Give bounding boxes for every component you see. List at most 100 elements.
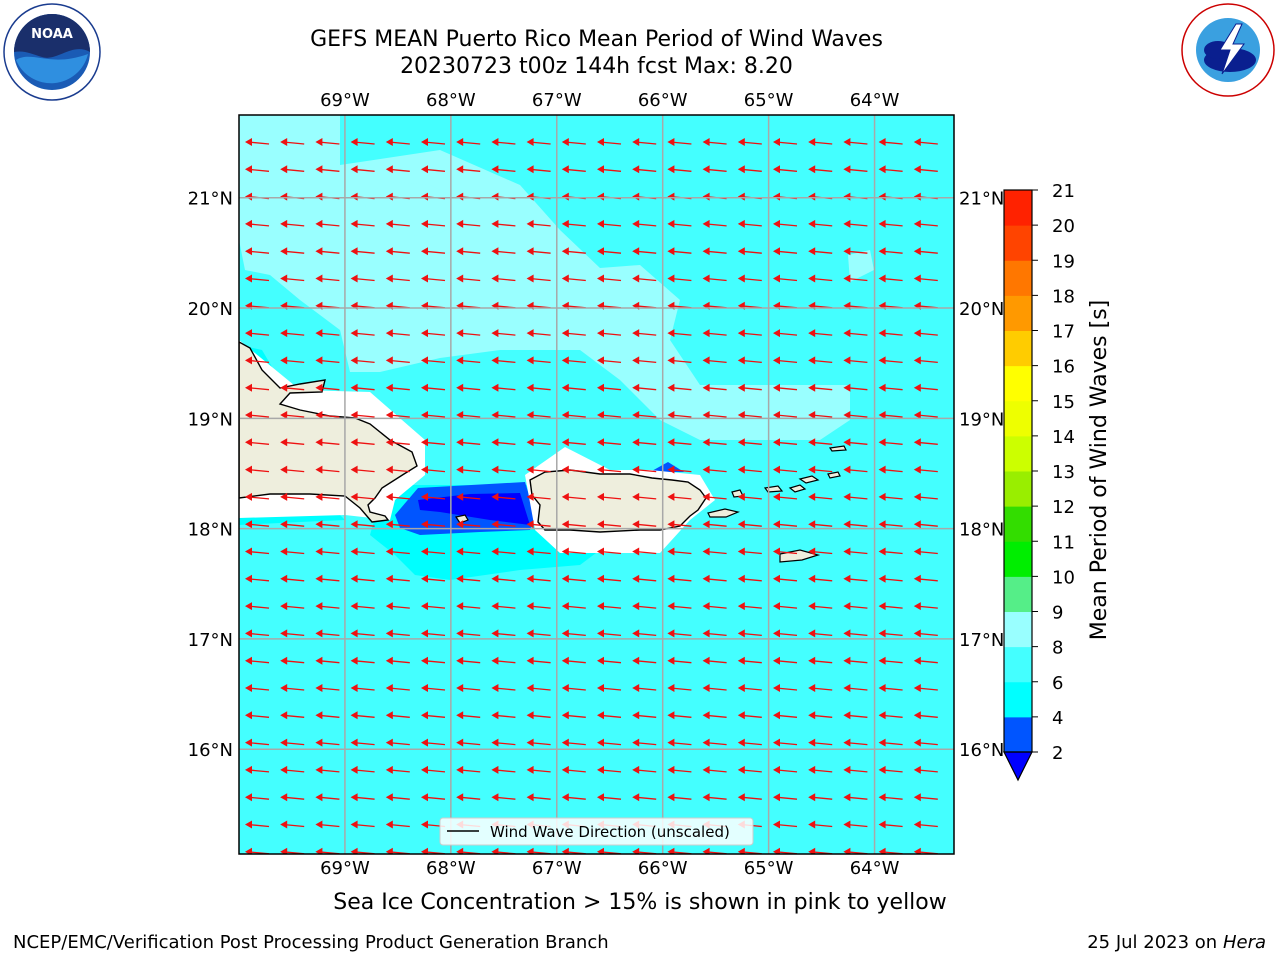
wave-direction-arrow — [737, 547, 762, 556]
wave-direction-arrow — [632, 656, 657, 665]
wave-direction-arrow — [421, 165, 446, 174]
wave-direction-arrow — [526, 247, 551, 256]
wave-direction-arrow — [561, 247, 586, 256]
wave-direction-arrow — [456, 711, 481, 720]
land-hispaniola — [239, 341, 418, 523]
wave-direction-arrow — [280, 329, 305, 338]
wave-direction-arrow — [632, 165, 657, 174]
wave-direction-arrow — [315, 684, 340, 692]
wave-direction-arrow — [526, 329, 551, 338]
colorbar-bin — [1004, 225, 1032, 261]
wave-direction-arrow — [350, 738, 375, 747]
wave-direction-arrow — [315, 438, 340, 447]
wave-direction-arrow — [280, 765, 305, 774]
wave-direction-arrow — [456, 274, 481, 283]
wave-direction-arrow — [245, 547, 270, 556]
wave-direction-arrow — [421, 711, 446, 720]
wave-direction-arrow — [702, 383, 727, 392]
wave-direction-arrow — [913, 274, 938, 283]
wave-direction-arrow — [808, 411, 833, 419]
wave-direction-arrow — [702, 765, 727, 774]
wave-direction-arrow — [597, 247, 622, 256]
wave-direction-arrow — [597, 738, 622, 747]
wave-direction-arrow — [913, 165, 938, 174]
wave-direction-arrow — [280, 165, 305, 174]
wave-direction-arrow — [702, 547, 727, 556]
wave-direction-arrow — [878, 274, 903, 283]
title-line-1: GEFS MEAN Puerto Rico Mean Period of Win… — [310, 27, 883, 52]
producer-credit: NCEP/EMC/Verification Post Processing Pr… — [13, 932, 609, 953]
wave-direction-arrow — [843, 411, 868, 419]
wave-direction-arrow — [526, 438, 551, 447]
wave-direction-arrow — [350, 629, 375, 638]
wave-direction-arrow — [597, 438, 622, 447]
island-st-john — [788, 484, 807, 493]
colorbar-under-extension — [1003, 751, 1033, 782]
wave-direction-arrow — [526, 411, 551, 419]
wave-direction-arrow — [350, 602, 375, 611]
wave-direction-arrow — [632, 411, 657, 419]
wave-direction-arrow — [737, 629, 762, 638]
colorbar-ticks: 2 4 6 8 9 10 11 12 13 14 15 16 17 18 19 20 21 — [1032, 181, 1075, 764]
wave-direction-arrow — [350, 383, 375, 392]
colorbar-tick-label: 15 — [1052, 392, 1075, 413]
wave-direction-arrow — [491, 383, 516, 392]
wave-direction-arrow — [491, 219, 516, 228]
wave-direction-arrow — [597, 711, 622, 720]
wave-direction-arrow — [773, 492, 798, 501]
wave-direction-arrow — [878, 329, 903, 338]
wave-direction-arrow — [526, 629, 551, 638]
wave-direction-arrow — [773, 247, 798, 256]
wave-direction-arrow — [632, 465, 657, 474]
wave-direction-arrow — [350, 165, 375, 174]
wave-direction-arrow — [597, 602, 622, 611]
wave-direction-arrow — [385, 574, 410, 583]
wave-direction-arrow — [421, 492, 446, 501]
wave-direction-arrow — [843, 219, 868, 228]
wave-direction-arrow — [280, 356, 305, 365]
wave-direction-arrow — [561, 629, 586, 638]
lon-label-bottom: 68°W — [426, 858, 476, 879]
wave-direction-arrow — [597, 138, 622, 146]
wave-direction-arrow — [773, 602, 798, 611]
wave-direction-arrow — [280, 274, 305, 283]
wave-direction-arrow — [667, 738, 692, 747]
wave-direction-arrow — [421, 547, 446, 556]
wave-direction-arrow — [315, 165, 340, 174]
wave-direction-arrow — [245, 411, 270, 419]
wave-direction-arrow — [280, 793, 305, 802]
wave-direction-arrow — [421, 684, 446, 692]
wave-direction-arrow — [280, 547, 305, 556]
wave-direction-arrow — [702, 329, 727, 338]
wave-direction-arrow — [843, 138, 868, 146]
wave-direction-arrow — [350, 684, 375, 692]
wave-direction-arrow — [808, 465, 833, 474]
colorbar-bin — [1004, 365, 1032, 402]
wave-direction-arrow — [456, 329, 481, 338]
wave-direction-arrow — [773, 274, 798, 283]
wave-direction-arrow — [808, 165, 833, 174]
wave-direction-arrow — [456, 356, 481, 365]
wave-direction-arrow — [350, 329, 375, 338]
wave-direction-arrow — [808, 793, 833, 802]
colorbar-tick-label: 8 — [1052, 638, 1063, 659]
wave-direction-arrow — [702, 793, 727, 802]
period-8-9-region — [239, 115, 340, 150]
wave-direction-arrow — [421, 411, 446, 419]
wave-direction-arrow — [385, 711, 410, 720]
colorbar-bin — [1004, 716, 1032, 753]
wave-direction-arrow — [878, 165, 903, 174]
wave-direction-arrow — [702, 738, 727, 747]
wave-direction-arrow — [843, 465, 868, 474]
wave-direction-arrow — [773, 765, 798, 774]
wave-direction-arrow — [421, 656, 446, 665]
axis-labels: 69°W 69°W 68°W 68°W 67°W 67°W 66°W 66°W 65°W 65°W… — [188, 90, 1005, 879]
wave-direction-arrow — [597, 656, 622, 665]
wave-direction-arrow — [773, 684, 798, 692]
wave-direction-arrow — [456, 492, 481, 501]
wave-direction-arrow — [385, 247, 410, 256]
wave-direction-arrow — [456, 165, 481, 174]
lat-label-left: 21°N — [188, 189, 233, 210]
wave-direction-arrow — [913, 793, 938, 802]
wave-direction-arrow — [456, 629, 481, 638]
